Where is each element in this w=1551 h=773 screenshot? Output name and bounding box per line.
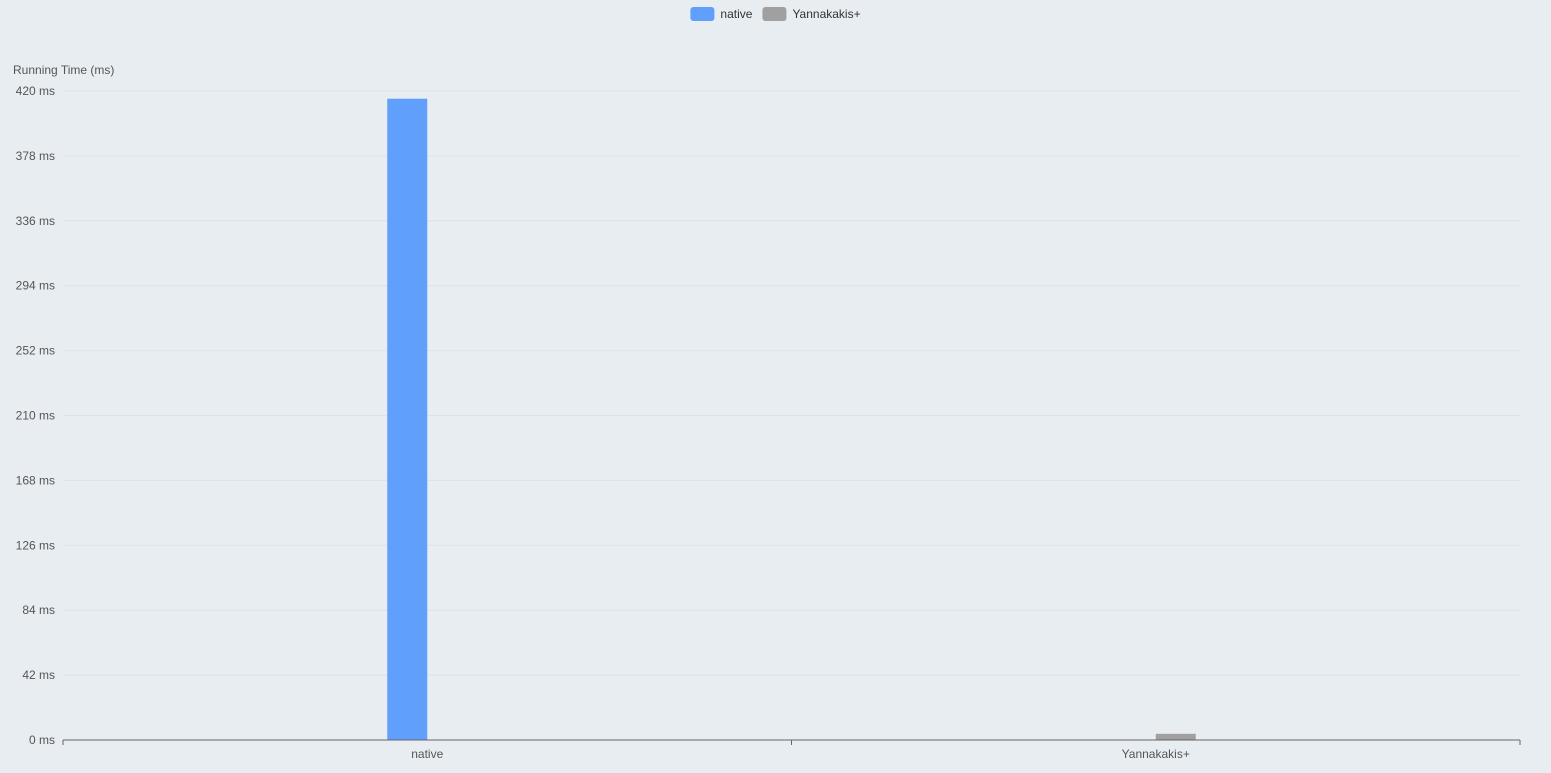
legend-item[interactable]: Yannakakis+ [762,7,861,21]
y-tick-label: 210 ms [16,409,55,423]
y-tick-label: 42 ms [22,668,55,682]
y-tick-label: 378 ms [16,149,55,163]
y-axis-ticks: 0 ms 42 ms 84 ms 126 ms 168 ms 210 ms 252 ms 29… [16,84,55,747]
bar-native-native[interactable] [387,98,428,740]
y-tick-label: 420 ms [16,84,55,98]
gridlines [63,90,1520,676]
bars [387,98,1196,740]
legend-swatch [762,7,787,21]
y-tick-label: 126 ms [16,538,55,552]
y-tick-label: 168 ms [16,473,55,487]
y-tick-label: 336 ms [16,214,55,228]
bar-yannakakis-yannakakis[interactable] [1155,733,1196,740]
x-tick-label: Yannakakis+ [1122,747,1190,761]
legend-item[interactable]: native [690,7,753,21]
x-tick-label: native [411,747,443,761]
y-tick-label: 0 ms [29,733,55,747]
legend-swatch [690,7,715,21]
legend: native Yannakakis+ [690,7,861,21]
y-axis-title: Running Time (ms) [13,63,114,77]
x-axis: native Yannakakis+ [62,739,1521,761]
legend-label: native [720,7,752,21]
y-tick-label: 252 ms [16,344,55,358]
y-tick-label: 294 ms [16,279,55,293]
y-tick-label: 84 ms [22,603,55,617]
legend-label: Yannakakis+ [792,7,860,21]
